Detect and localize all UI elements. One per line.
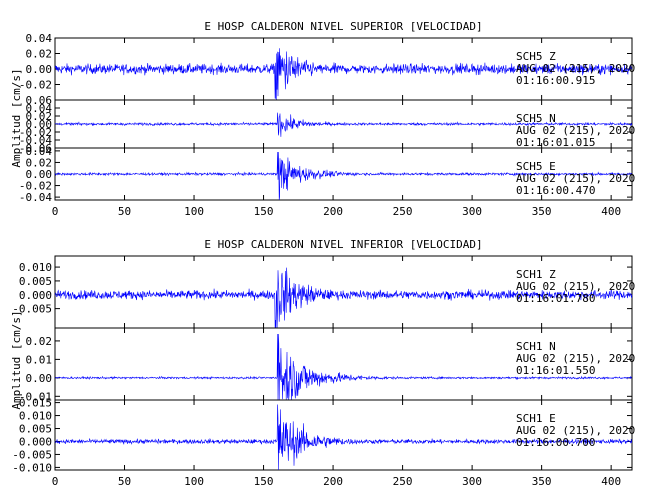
trace-time: 01:16:00.700 [516,436,595,449]
trace-date: AUG 02 (215), 2020 [516,352,635,365]
x-tick-label: 150 [254,475,274,488]
x-tick-label: 50 [118,205,131,218]
y-tick-label: 0.04 [26,102,53,115]
trace-station-component: SCH5 N [516,112,556,125]
waveform-line [54,404,633,471]
y-tick-label: 0.000 [19,435,52,448]
waveform-line [54,267,633,329]
y-tick-label: 0.005 [19,275,52,288]
y-tick-label: 0.015 [19,397,52,410]
y-tick-label: -0.06 [19,142,52,155]
y-tick-label: 0.02 [26,110,53,123]
y-tick-label: -0.005 [12,303,52,316]
y-tick-label: -0.010 [12,461,52,474]
waveform-line [54,112,633,137]
waveform-line [54,151,633,201]
trace-time: 01:16:00.915 [516,74,595,87]
x-tick-label: 400 [601,205,621,218]
x-tick-label: 50 [118,475,131,488]
trace-time: 01:16:01.015 [516,136,595,149]
y-tick-label: 0.02 [26,156,53,169]
y-tick-label: 0.02 [26,48,53,61]
x-tick-label: 250 [393,205,413,218]
y-tick-label: 0.04 [26,145,53,158]
y-tick-label: 0.00 [26,168,53,181]
x-tick-label: 200 [323,205,343,218]
y-tick-label: 0.01 [26,353,53,366]
y-tick-label: -0.04 [19,134,52,147]
y-tick-label: 0.00 [26,118,53,131]
trace-date: AUG 02 (215), 2020 [516,280,635,293]
figure-title: E HOSP CALDERON NIVEL INFERIOR [VELOCIDA… [204,238,482,251]
y-tick-label: 0.010 [19,410,52,423]
y-tick-label: -0.04 [19,191,52,204]
x-tick-label: 250 [393,475,413,488]
figure-title: E HOSP CALDERON NIVEL SUPERIOR [VELOCIDA… [204,20,482,33]
waveform-line [54,48,633,101]
trace-time: 01:16:01.550 [516,364,595,377]
y-tick-label: 0.02 [26,335,53,348]
x-tick-label: 100 [184,475,204,488]
x-tick-label: 350 [532,475,552,488]
trace-date: AUG 02 (215), 2020 [516,124,635,137]
trace-frame [54,399,633,471]
y-axis-label: Amplitud [cm/s] [10,310,23,409]
trace-date: AUG 02 (215), 2020 [516,172,635,185]
trace-station-component: SCH1 Z [516,268,556,281]
y-tick-label: -0.005 [12,448,52,461]
x-tick-label: 350 [532,205,552,218]
trace-station-component: SCH1 N [516,340,556,353]
x-tick-label: 300 [462,475,482,488]
y-tick-label: 0.010 [19,261,52,274]
trace-date: AUG 02 (215), 2020 [516,424,635,437]
y-axis-label: Amplitud [cm/s] [10,68,23,167]
x-tick-label: 300 [462,205,482,218]
trace-station-component: SCH5 E [516,160,556,173]
x-tick-label: 400 [601,475,621,488]
y-tick-label: 0.00 [26,63,53,76]
x-tick-label: 150 [254,205,274,218]
x-tick-label: 200 [323,475,343,488]
y-tick-label: -0.02 [19,79,52,92]
y-tick-label: 0.005 [19,423,52,436]
y-tick-label: 0.04 [26,32,53,45]
y-tick-label: -0.02 [19,126,52,139]
trace-time: 01:16:00.470 [516,184,595,197]
y-tick-label: 0.00 [26,372,53,385]
trace-station-component: SCH1 E [516,412,556,425]
x-tick-label: 0 [52,475,59,488]
x-tick-label: 0 [52,205,59,218]
trace-time: 01:16:01.780 [516,292,595,305]
trace-station-component: SCH5 Z [516,50,556,63]
y-tick-label: 0.06 [26,94,53,107]
trace-date: AUG 02 (215), 2020 [516,62,635,75]
y-tick-label: -0.02 [19,180,52,193]
y-tick-label: -0.01 [19,390,52,403]
x-tick-label: 100 [184,205,204,218]
y-tick-label: 0.000 [19,289,52,302]
waveform-line [54,333,632,401]
